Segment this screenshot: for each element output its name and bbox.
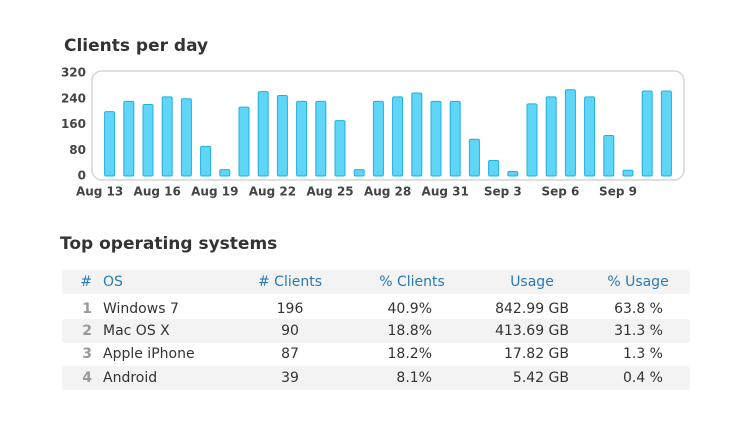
table-cell: 196	[277, 301, 304, 317]
row-number: 2	[82, 323, 92, 339]
x-tick-label: Aug 28	[364, 185, 411, 199]
table-cell: 63.8 %	[614, 301, 663, 317]
table-cell: 17.82 GB	[504, 346, 569, 362]
y-tick-label: 0	[78, 169, 86, 183]
y-tick-label: 240	[61, 91, 86, 105]
chart-title: Clients per day	[64, 36, 208, 56]
column-header: Usage	[510, 274, 554, 290]
x-tick-label: Sep 3	[484, 185, 522, 199]
bar	[296, 100, 308, 177]
bar	[468, 138, 480, 177]
y-tick-label: 80	[69, 143, 86, 157]
row-background	[62, 319, 690, 343]
bar	[488, 160, 500, 177]
row-number: 4	[82, 370, 92, 386]
table-cell: 90	[281, 323, 299, 339]
bar	[238, 106, 250, 177]
bar	[200, 145, 212, 177]
bar	[219, 169, 231, 177]
column-header: % Usage	[607, 274, 668, 290]
table-cell: 87	[281, 346, 299, 362]
table-cell: 18.8%	[388, 323, 432, 339]
bar	[507, 170, 519, 177]
bar	[430, 100, 442, 177]
table-cell: Mac OS X	[103, 323, 170, 339]
table-cell: 31.3 %	[614, 323, 663, 339]
table-cell: 8.1%	[396, 370, 432, 386]
bar	[449, 100, 461, 177]
bar	[622, 169, 634, 177]
bar	[603, 134, 615, 177]
table-cell: 1.3 %	[623, 346, 663, 362]
bar	[545, 96, 557, 177]
bar	[372, 100, 384, 177]
bar	[526, 103, 538, 177]
bar	[123, 100, 135, 177]
x-tick-label: Aug 22	[249, 185, 296, 199]
x-tick-label: Aug 31	[422, 185, 469, 199]
x-tick-label: Sep 6	[541, 185, 579, 199]
bar	[142, 104, 154, 177]
bar	[257, 91, 269, 177]
column-header: # Clients	[258, 274, 322, 290]
bar	[334, 120, 346, 177]
x-tick-label: Sep 9	[599, 185, 637, 199]
y-tick-label: 320	[61, 66, 86, 80]
bar	[180, 98, 192, 177]
bar	[564, 89, 576, 177]
bar	[104, 111, 116, 177]
bar	[584, 96, 596, 177]
table-cell: 39	[281, 370, 299, 386]
bar	[353, 169, 365, 177]
table-cell: Apple iPhone	[103, 346, 195, 362]
bar	[161, 96, 173, 177]
column-header: % Clients	[379, 274, 445, 290]
table-cell: Android	[103, 370, 157, 386]
row-background	[62, 270, 690, 294]
row-number: 3	[82, 346, 92, 362]
bar	[660, 90, 672, 177]
x-tick-label: Aug 13	[76, 185, 123, 199]
table-cell: 842.99 GB	[495, 301, 569, 317]
bar	[411, 92, 423, 177]
bar	[641, 90, 653, 177]
table-cell: 5.42 GB	[513, 370, 569, 386]
bar	[276, 95, 288, 177]
column-header: OS	[103, 274, 123, 290]
plot-frame	[91, 70, 685, 181]
bar	[315, 100, 327, 177]
row-background	[62, 366, 690, 390]
table-cell: 18.2%	[388, 346, 432, 362]
bar	[392, 96, 404, 177]
table-cell: 40.9%	[388, 301, 432, 317]
column-header: #	[80, 274, 92, 290]
y-tick-label: 160	[61, 117, 86, 131]
row-number: 1	[82, 301, 92, 317]
table-cell: Windows 7	[103, 301, 179, 317]
table-title: Top operating systems	[60, 234, 277, 254]
x-tick-label: Aug 25	[306, 185, 353, 199]
x-tick-label: Aug 16	[134, 185, 181, 199]
x-tick-label: Aug 19	[191, 185, 238, 199]
table-cell: 0.4 %	[623, 370, 663, 386]
table-cell: 413.69 GB	[495, 323, 569, 339]
